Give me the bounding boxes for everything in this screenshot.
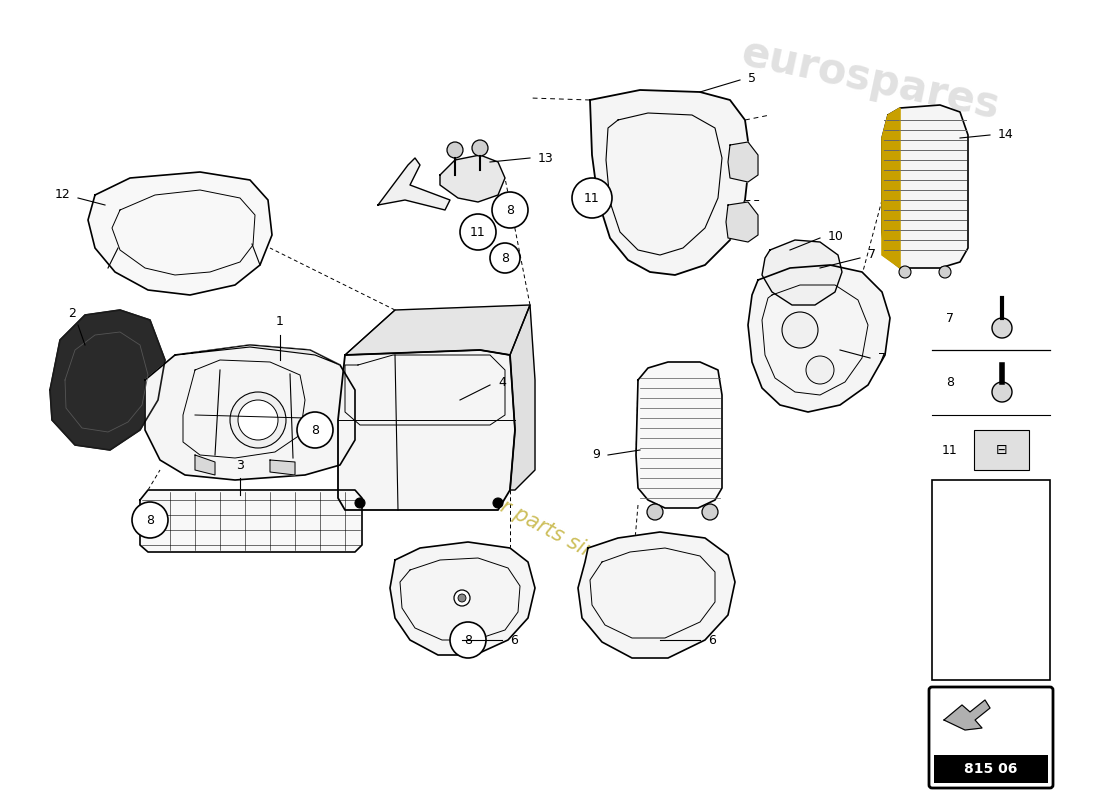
Polygon shape <box>578 532 735 658</box>
Text: a passion for parts since 1985: a passion for parts since 1985 <box>386 438 674 602</box>
Text: 7: 7 <box>868 249 876 262</box>
Circle shape <box>447 142 463 158</box>
Text: 8: 8 <box>946 377 954 390</box>
Circle shape <box>572 178 612 218</box>
Text: 3: 3 <box>236 459 244 472</box>
Circle shape <box>992 382 1012 402</box>
Circle shape <box>492 192 528 228</box>
Polygon shape <box>140 490 362 552</box>
Circle shape <box>460 214 496 250</box>
Text: 6: 6 <box>510 634 518 646</box>
Polygon shape <box>195 455 214 475</box>
Polygon shape <box>378 158 450 210</box>
Circle shape <box>297 412 333 448</box>
Text: 11: 11 <box>470 226 486 238</box>
Circle shape <box>230 392 286 448</box>
Polygon shape <box>175 345 340 365</box>
FancyBboxPatch shape <box>932 480 1050 680</box>
Circle shape <box>472 140 488 156</box>
Text: 14: 14 <box>998 129 1014 142</box>
Text: 8: 8 <box>311 423 319 437</box>
Circle shape <box>454 590 470 606</box>
Polygon shape <box>882 108 900 268</box>
Circle shape <box>450 622 486 658</box>
Text: 9: 9 <box>592 449 600 462</box>
Text: 5: 5 <box>748 71 756 85</box>
Polygon shape <box>944 700 990 730</box>
Circle shape <box>238 400 278 440</box>
Polygon shape <box>762 240 842 305</box>
Text: 11: 11 <box>942 443 958 457</box>
Text: 10: 10 <box>828 230 844 242</box>
Circle shape <box>782 312 818 348</box>
Text: 815 06: 815 06 <box>965 762 1018 776</box>
Polygon shape <box>510 305 535 490</box>
Text: 8: 8 <box>464 634 472 646</box>
Polygon shape <box>882 105 968 268</box>
FancyBboxPatch shape <box>930 687 1053 788</box>
Circle shape <box>702 504 718 520</box>
Circle shape <box>992 318 1012 338</box>
Polygon shape <box>636 362 722 508</box>
Text: 11: 11 <box>584 191 600 205</box>
Polygon shape <box>390 542 535 655</box>
Polygon shape <box>728 142 758 182</box>
FancyBboxPatch shape <box>934 755 1048 783</box>
Circle shape <box>490 243 520 273</box>
Text: ⊟: ⊟ <box>997 443 1008 457</box>
Polygon shape <box>440 155 505 202</box>
Polygon shape <box>345 305 530 355</box>
Circle shape <box>899 266 911 278</box>
Text: 8: 8 <box>506 203 514 217</box>
Text: 1: 1 <box>276 315 284 328</box>
Text: 6: 6 <box>708 634 716 646</box>
Polygon shape <box>726 202 758 242</box>
Polygon shape <box>88 172 272 295</box>
Polygon shape <box>145 345 355 480</box>
Text: 4: 4 <box>498 375 506 389</box>
Text: 8: 8 <box>500 251 509 265</box>
Circle shape <box>939 266 952 278</box>
Polygon shape <box>50 310 165 450</box>
Polygon shape <box>338 350 515 510</box>
Text: 7: 7 <box>946 311 954 325</box>
Circle shape <box>647 504 663 520</box>
Circle shape <box>806 356 834 384</box>
Text: 7: 7 <box>878 351 886 365</box>
Text: eurospares: eurospares <box>737 32 1003 128</box>
Text: 12: 12 <box>54 189 70 202</box>
Polygon shape <box>748 265 890 412</box>
Circle shape <box>493 498 503 508</box>
Text: 8: 8 <box>146 514 154 526</box>
Circle shape <box>132 502 168 538</box>
Circle shape <box>458 594 466 602</box>
Polygon shape <box>590 90 750 275</box>
FancyBboxPatch shape <box>974 430 1028 470</box>
Polygon shape <box>270 460 295 475</box>
Text: 2: 2 <box>68 307 76 320</box>
Circle shape <box>355 498 365 508</box>
Text: 13: 13 <box>538 151 553 165</box>
